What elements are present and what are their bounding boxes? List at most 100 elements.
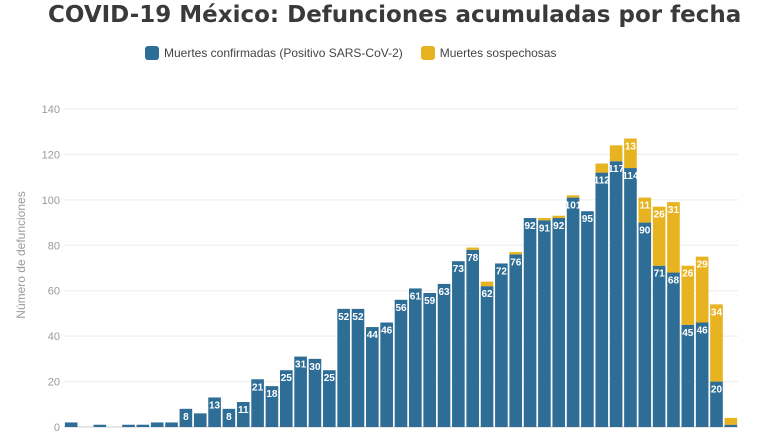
bar-confirmed: [681, 324, 695, 427]
bar-confirmed: [136, 424, 150, 427]
bar-confirmed: [366, 327, 379, 427]
data-label-confirmed: 20: [711, 385, 723, 396]
bar-confirmed: [236, 402, 250, 427]
bar-confirmed: [495, 263, 508, 427]
y-tick-label: 20: [48, 377, 60, 389]
bar-confirmed: [294, 356, 307, 427]
bar-confirmed: [279, 370, 293, 427]
data-label-confirmed: 117: [608, 164, 625, 175]
bar-confirmed: [624, 168, 637, 428]
data-label-confirmed: 45: [682, 328, 694, 339]
data-label-confirmed: 18: [266, 389, 278, 400]
bar-confirmed: [322, 370, 336, 427]
data-label-confirmed: 68: [668, 276, 680, 287]
data-label-suspected: 34: [711, 307, 723, 318]
bar-confirmed: [509, 254, 523, 427]
bar-suspected: [710, 304, 723, 382]
chart-title: COVID-19 México: Defunciones acumuladas …: [48, 2, 742, 28]
data-label-suspected: 11: [639, 201, 650, 212]
y-tick-label: 40: [48, 331, 60, 343]
data-label-confirmed: 46: [381, 326, 393, 337]
bars: [64, 138, 738, 428]
bar-confirmed: [165, 422, 178, 427]
legend-item-confirmed: Muertes confirmadas (Positivo SARS-CoV-2…: [145, 46, 403, 60]
data-label-confirmed: 91: [539, 223, 551, 234]
bar-suspected: [480, 281, 494, 287]
y-tick-label: 100: [42, 195, 60, 207]
legend-label-confirmed: Muertes confirmadas (Positivo SARS-CoV-2…: [164, 46, 403, 60]
bar-suspected: [667, 202, 680, 273]
data-label-confirmed: 8: [226, 412, 232, 423]
bar-confirmed: [566, 197, 580, 427]
data-label-suspected: 26: [654, 210, 666, 221]
bar-confirmed: [351, 308, 365, 427]
bar-confirmed: [409, 288, 422, 427]
bar-confirmed: [265, 386, 279, 427]
bar-confirmed: [179, 408, 193, 427]
data-label-confirmed: 61: [410, 291, 422, 302]
bar-confirmed: [609, 161, 623, 427]
bar-confirmed: [638, 222, 652, 427]
data-label-confirmed: 112: [594, 176, 611, 187]
bar-confirmed: [523, 218, 537, 427]
bar-suspected: [509, 252, 523, 255]
legend-swatch-confirmed: [145, 46, 159, 60]
bar-confirmed: [538, 220, 551, 427]
data-label-confirmed: 25: [324, 373, 336, 384]
data-label-confirmed: 92: [553, 221, 565, 232]
bar-suspected: [638, 197, 652, 223]
bar-confirmed: [437, 283, 451, 427]
data-label-confirmed: 56: [395, 303, 407, 314]
bar-confirmed: [667, 272, 680, 427]
bar-suspected: [695, 256, 709, 323]
data-label-suspected: 29: [697, 260, 709, 271]
bar-suspected: [624, 138, 637, 169]
data-label-confirmed: 62: [481, 289, 493, 300]
bar-confirmed: [724, 424, 738, 427]
data-label-confirmed: 21: [252, 382, 264, 393]
data-label-confirmed: 63: [438, 287, 450, 298]
bar-suspected: [609, 145, 623, 162]
bar-confirmed: [337, 308, 350, 427]
bar-confirmed: [122, 424, 135, 427]
data-label-confirmed: 46: [697, 326, 709, 337]
data-label-confirmed: 101: [565, 201, 582, 212]
data-label-suspected: 26: [682, 269, 694, 280]
bar-confirmed: [251, 379, 264, 427]
data-label-confirmed: 52: [352, 312, 364, 323]
bar-suspected: [724, 417, 738, 425]
bar-confirmed: [150, 422, 164, 427]
data-label-confirmed: 30: [309, 362, 321, 373]
bar-confirmed: [710, 381, 723, 427]
y-tick-label: 140: [42, 104, 60, 116]
data-label-confirmed: 95: [582, 214, 594, 225]
legend-swatch-suspected: [420, 46, 435, 60]
data-label-confirmed: 44: [367, 330, 379, 341]
bar-confirmed: [595, 172, 609, 427]
data-label-confirmed: 78: [467, 253, 479, 264]
data-label-confirmed: 11: [238, 405, 249, 416]
data-label-confirmed: 31: [295, 360, 307, 371]
data-label-confirmed: 90: [639, 226, 651, 237]
bar-confirmed: [193, 413, 207, 427]
data-label-confirmed: 76: [510, 257, 522, 268]
bar-confirmed: [308, 358, 322, 427]
data-label-suspected: 13: [625, 142, 637, 153]
bar-suspected: [681, 265, 695, 325]
data-label-confirmed: 73: [453, 264, 465, 275]
data-label-confirmed: 25: [281, 373, 293, 384]
bar-confirmed: [466, 249, 480, 427]
legend-label-suspected: Muertes sospechosas: [439, 46, 557, 60]
bar-confirmed: [380, 322, 393, 427]
bar-confirmed: [222, 408, 236, 427]
bar-confirmed: [552, 218, 566, 427]
bar-suspected: [566, 195, 580, 198]
bar-suspected: [652, 206, 666, 266]
bar-confirmed: [695, 322, 709, 427]
bar-suspected: [595, 163, 609, 173]
data-label-confirmed: 72: [496, 266, 508, 277]
y-axis-ticks: 0 20 40 60 80 100 120 140: [42, 104, 60, 432]
data-label-confirmed: 59: [424, 296, 436, 307]
